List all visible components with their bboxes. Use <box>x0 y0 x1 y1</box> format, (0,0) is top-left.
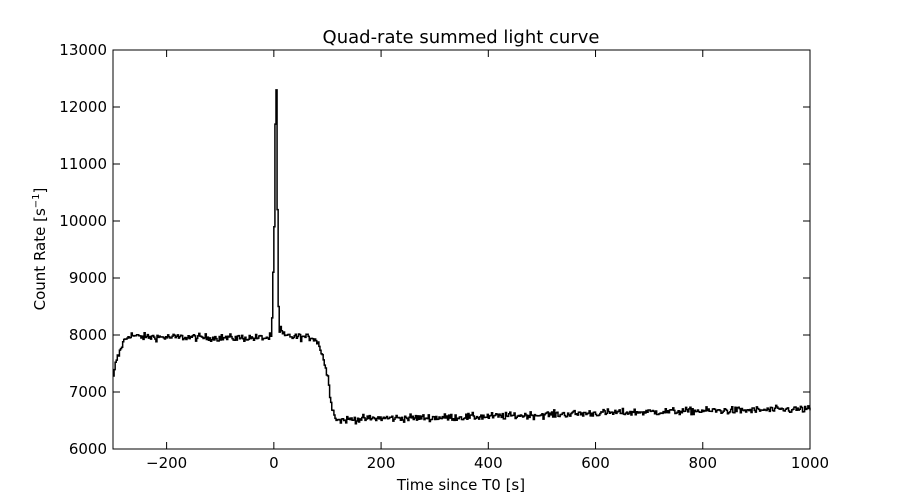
x-tick-label: 1000 <box>791 454 829 472</box>
y-axis-title-main: Count Rate [s <box>31 208 49 310</box>
x-axis-ticks: −200 0 200 400 600 800 1000 <box>146 50 829 472</box>
y-axis-title-superscript: −1 <box>31 193 42 208</box>
x-tick-label: 800 <box>688 454 717 472</box>
y-axis-title: Count Rate [s−1] <box>31 188 49 311</box>
y-tick-label: 9000 <box>69 269 107 287</box>
x-tick-label: 400 <box>474 454 503 472</box>
y-axis-title-end: ] <box>31 188 49 194</box>
x-tick-label: 600 <box>581 454 610 472</box>
y-axis-ticks: 6000 7000 8000 9000 10000 11000 12000 13000 <box>59 41 810 458</box>
x-tick-label: 0 <box>269 454 279 472</box>
y-tick-label: 8000 <box>69 326 107 344</box>
x-tick-label: −200 <box>146 454 187 472</box>
y-tick-label: 10000 <box>59 212 107 230</box>
y-tick-label: 13000 <box>59 41 107 59</box>
plot-frame <box>112 49 811 450</box>
x-axis-title: Time since T0 [s] <box>396 476 525 494</box>
chart-title: Quad-rate summed light curve <box>323 27 600 48</box>
y-tick-label: 6000 <box>69 440 107 458</box>
y-tick-label: 12000 <box>59 98 107 116</box>
light-curve-line <box>113 89 811 425</box>
y-tick-label: 7000 <box>69 383 107 401</box>
x-tick-label: 200 <box>367 454 396 472</box>
y-tick-label: 11000 <box>59 155 107 173</box>
